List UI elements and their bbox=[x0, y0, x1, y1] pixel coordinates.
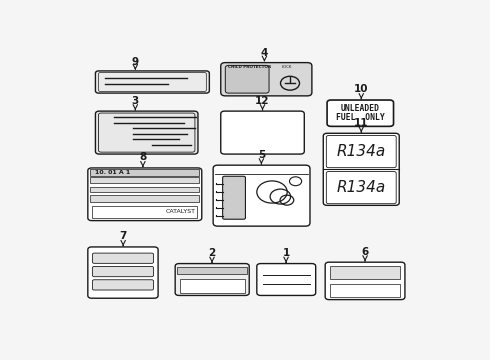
Bar bbox=[93, 206, 197, 218]
FancyBboxPatch shape bbox=[213, 165, 310, 226]
Bar bbox=[330, 266, 400, 279]
Text: 6: 6 bbox=[362, 247, 368, 257]
Bar bbox=[180, 279, 245, 293]
Bar bbox=[90, 169, 199, 176]
FancyBboxPatch shape bbox=[222, 176, 245, 219]
FancyBboxPatch shape bbox=[93, 266, 153, 277]
Text: R134a: R134a bbox=[337, 180, 386, 195]
Text: R134a: R134a bbox=[337, 144, 386, 159]
Text: 11: 11 bbox=[354, 118, 368, 128]
Bar bbox=[330, 284, 400, 297]
Text: 10: 10 bbox=[354, 85, 368, 94]
Text: UNLEADED: UNLEADED bbox=[341, 104, 380, 113]
Text: 9: 9 bbox=[132, 57, 139, 67]
FancyBboxPatch shape bbox=[93, 280, 153, 290]
Text: 10. 01 A 1: 10. 01 A 1 bbox=[95, 170, 130, 175]
Text: 8: 8 bbox=[139, 152, 147, 162]
FancyBboxPatch shape bbox=[93, 253, 153, 264]
Bar bbox=[90, 195, 199, 202]
FancyBboxPatch shape bbox=[220, 63, 312, 96]
Text: FUEL  ONLY: FUEL ONLY bbox=[336, 113, 385, 122]
FancyBboxPatch shape bbox=[225, 66, 269, 93]
Text: 5: 5 bbox=[258, 150, 265, 159]
Bar bbox=[90, 177, 199, 183]
FancyBboxPatch shape bbox=[323, 133, 399, 205]
FancyBboxPatch shape bbox=[96, 71, 209, 93]
FancyBboxPatch shape bbox=[326, 135, 396, 168]
FancyBboxPatch shape bbox=[326, 172, 396, 204]
FancyBboxPatch shape bbox=[327, 100, 393, 126]
FancyBboxPatch shape bbox=[88, 168, 202, 221]
FancyBboxPatch shape bbox=[220, 111, 304, 154]
Bar bbox=[392, 291, 400, 297]
FancyBboxPatch shape bbox=[257, 264, 316, 296]
FancyBboxPatch shape bbox=[175, 264, 249, 296]
Text: CATALYST: CATALYST bbox=[166, 209, 196, 214]
Text: 12: 12 bbox=[255, 95, 270, 105]
FancyBboxPatch shape bbox=[96, 111, 198, 154]
Bar bbox=[177, 267, 247, 274]
Text: 4: 4 bbox=[261, 49, 268, 58]
Text: 3: 3 bbox=[132, 95, 139, 105]
FancyBboxPatch shape bbox=[98, 113, 195, 152]
Text: 2: 2 bbox=[208, 248, 216, 258]
FancyBboxPatch shape bbox=[325, 262, 405, 300]
FancyBboxPatch shape bbox=[88, 247, 158, 298]
Text: 1: 1 bbox=[282, 248, 290, 258]
Text: 7: 7 bbox=[120, 231, 127, 242]
Text: LOCK: LOCK bbox=[281, 64, 292, 69]
Bar bbox=[90, 187, 199, 192]
FancyBboxPatch shape bbox=[98, 73, 206, 91]
Text: CHILD PROTECTOR: CHILD PROTECTOR bbox=[227, 64, 270, 69]
